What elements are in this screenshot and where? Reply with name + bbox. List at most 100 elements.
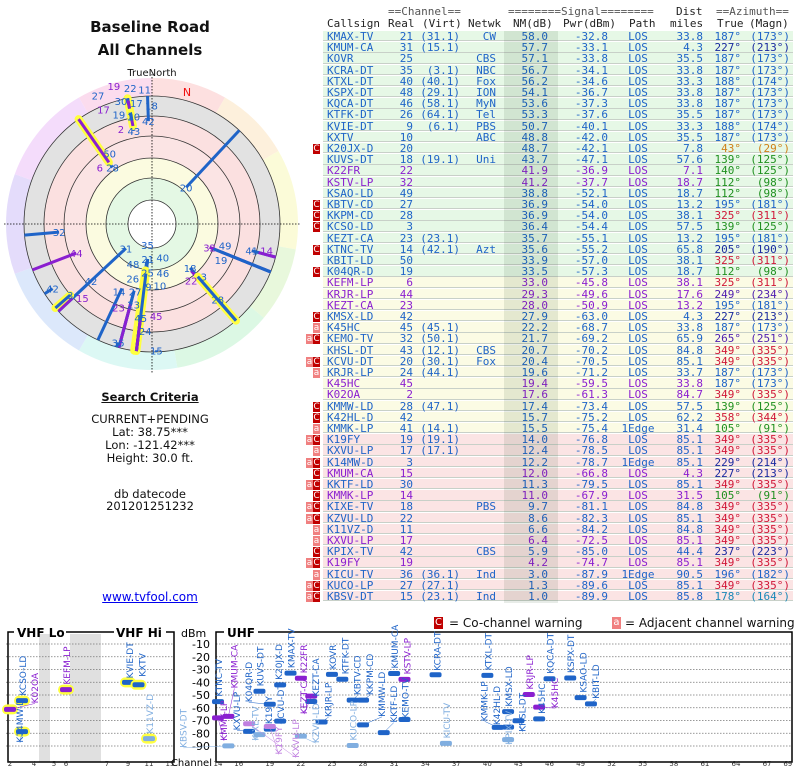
x-tick-label: 13 xyxy=(166,760,175,768)
station-row[interactable]: KEZT-CA 23 (23.1) 35.7 -55.1 LOS 13.2 195° (181°… xyxy=(0,232,800,244)
bearing-channel-label: 35 xyxy=(141,241,154,252)
station-row[interactable]: K22FR 22 41.9 -36.9 LOS 7.1 140° (125°) xyxy=(0,165,800,177)
bearing-channel-label: 28 xyxy=(211,296,224,307)
row-background xyxy=(323,557,793,568)
station-row[interactable]: a C KZVU-LD 22 8.6 -82.3 LOS 85.1 349° (335°) xyxy=(0,512,800,524)
x-tick-label: 16 xyxy=(234,760,243,768)
station-row[interactable]: a KXVU-LP 17 (17.1) 12.4 -78.5 LOS 85.1 349° (335… xyxy=(0,445,800,457)
path: LOS xyxy=(628,321,648,335)
station-row[interactable]: KQCA-DT 46 (58.1) MyN 53.6 -37.3 LOS 33.8 187° (1… xyxy=(0,98,800,109)
tvfool-link[interactable]: www.tvfool.com xyxy=(102,590,198,604)
station-row[interactable]: KEFM-LP 6 33.0 -45.8 LOS 38.1 325° (311°) xyxy=(0,276,800,290)
station-row[interactable]: C KPIX-TV 42 CBS 5.9 -85.0 LOS 44.4 237° (223°) xyxy=(0,546,800,557)
station-row[interactable]: K45HC 45 19.4 -59.5 LOS 33.8 187° (173°) xyxy=(0,378,800,389)
station-bearing-line xyxy=(57,297,74,313)
station-row[interactable]: a KICU-TV 36 (36.1) Ind 3.0 -87.9 1Edge 90.5 196°… xyxy=(0,567,800,581)
bearing-channel-label: 36 xyxy=(112,338,125,349)
station-row[interactable]: KSAO-LD 49 38.8 -52.1 LOS 18.7 112° (98°) xyxy=(0,188,800,199)
real-channel: 30 xyxy=(399,478,413,491)
station-row[interactable]: KVIE-DT 9 (6.1) PBS 50.7 -40.1 LOS 33.3 188° (174… xyxy=(0,119,800,133)
station-bearing-line xyxy=(220,250,272,274)
station-row[interactable]: a C KIXE-TV 18 PBS 9.7 -81.1 LOS 84.8 349° (335°) xyxy=(0,500,800,514)
station-row[interactable]: C KMUM-CA 15 12.0 -66.8 LOS 4.3 227° (213°) xyxy=(0,468,800,479)
station-row[interactable]: KMAX-TV 21 (31.1) CW 58.0 -32.8 LOS 33.8 187° (17… xyxy=(0,31,800,42)
nm-db: 6.6 xyxy=(528,522,548,536)
station-row[interactable]: KSTV-LP 32 41.2 -37.7 LOS 18.7 112° (98°) xyxy=(0,175,800,189)
header-magn: (Magn) xyxy=(749,17,789,30)
x-tick-label: 55 xyxy=(638,760,647,768)
station-signal-bar xyxy=(533,704,546,710)
station-row[interactable]: C KTNC-TV 14 (42.1) Azt 35.6 -55.2 LOS 65.8 205° (… xyxy=(0,244,800,255)
station-row[interactable]: a KMMK-LP 41 (14.1) 15.5 -75.4 1Edge 31.4 105° (9… xyxy=(0,423,800,434)
azimuth-magnetic: (335°) xyxy=(750,578,790,592)
x-tick-label: 7 xyxy=(105,760,109,768)
callsign: KVIE-DT xyxy=(327,119,374,133)
station-row[interactable]: C K42HL-D 42 15.7 -75.2 LOS 62.2 358° (344°) xyxy=(0,412,800,423)
row-background xyxy=(323,467,793,479)
distance: 33.8 xyxy=(676,377,704,391)
nm-db: 36.9 xyxy=(521,209,549,223)
power-dbm: -33.8 xyxy=(574,52,608,66)
azimuth-magnetic: (213°) xyxy=(750,310,790,323)
power-dbm: -45.8 xyxy=(574,276,608,290)
station-row[interactable]: KMUM-CA 31 (15.1) 57.7 -33.1 LOS 4.3 227° (213°) xyxy=(0,42,800,53)
nm-db: 20.7 xyxy=(521,343,549,357)
station-row[interactable]: C KKPM-CD 28 36.9 -54.0 LOS 38.1 325° (311°) xyxy=(0,210,800,221)
network: Fox xyxy=(476,354,496,368)
station-row[interactable]: KRJR-LP 44 29.3 -49.6 LOS 17.6 249° (234°) xyxy=(0,287,800,301)
station-row[interactable]: a KRJR-LP 24 (44.1) 19.6 -71.2 LOS 33.7 187° (173… xyxy=(0,367,800,378)
station-row[interactable]: KBIT-LD 50 33.9 -57.0 LOS 38.1 325° (311°) xyxy=(0,255,800,266)
station-row[interactable]: KHSL-DT 43 (12.1) CBS 20.7 -70.2 LOS 84.8 349° (3… xyxy=(0,343,800,357)
real-channel: 46 xyxy=(399,97,413,111)
callsign: KTFK-DT xyxy=(327,108,374,122)
station-row[interactable]: a C KUCO-LP 27 (27.1) 1.3 -89.6 LOS 85.1 349° (335… xyxy=(0,580,800,591)
azimuth-true: 229° xyxy=(714,455,742,469)
path: LOS xyxy=(628,242,648,256)
distance: 33.8 xyxy=(676,63,704,77)
station-row[interactable]: C K20JX-D 20 48.7 -42.1 LOS 7.8 43° (29°) xyxy=(0,143,800,154)
station-row[interactable]: K02OA 2 17.6 -61.3 LOS 84.7 349° (335°) xyxy=(0,389,800,401)
station-row[interactable]: a C K19FY 19 4.2 -74.7 LOS 85.1 349° (335°) xyxy=(0,557,800,569)
station-row[interactable]: C KBTV-CD 27 36.9 -54.0 LOS 13.2 195° (181°) xyxy=(0,199,800,210)
station-row[interactable]: a C KKTF-LD 30 11.3 -79.5 LOS 85.1 349° (335°) xyxy=(0,479,800,490)
station-row[interactable]: a C KCVU-DT 20 (30.1) Fox 20.4 -70.5 LOS 85.1 349°… xyxy=(0,356,800,367)
adjacent-warning-icon: a xyxy=(313,424,320,434)
distance: 33.8 xyxy=(676,30,704,43)
station-row[interactable]: KTXL-DT 40 (40.1) Fox 56.2 -34.6 LOS 33.3 188° (1… xyxy=(0,76,800,87)
power-dbm: -70.2 xyxy=(574,343,608,357)
station-row[interactable]: a C K14MW-D 3 12.2 -78.7 1Edge 85.1 229° (214°) xyxy=(0,455,800,469)
station-row[interactable]: a C K19FY 19 (19.1) 14.0 -76.8 LOS 85.1 349° (335°… xyxy=(0,434,800,445)
station-row[interactable]: KUVS-DT 18 (19.1) Uni 43.7 -47.1 LOS 57.6 139° (1… xyxy=(0,154,800,165)
station-row[interactable]: KSPX-DT 48 (29.1) ION 54.1 -36.7 LOS 33.8 187° (1… xyxy=(0,87,800,98)
path: LOS xyxy=(628,310,648,323)
station-row[interactable]: a K11VZ-D 11 6.6 -84.2 LOS 84.8 349° (335°) xyxy=(0,524,800,535)
callsign: KIXE-TV xyxy=(327,500,374,514)
station-row[interactable]: C KCSO-LD 3 36.4 -54.4 LOS 57.5 139° (125°) xyxy=(0,221,800,233)
distance: 35.5 xyxy=(676,108,704,122)
station-row[interactable]: KXTV 10 ABC 48.8 -42.0 LOS 35.5 187° (173°) xyxy=(0,132,800,143)
station-row[interactable]: KEZT-CA 23 28.0 -50.9 LOS 13.2 195° (181°) xyxy=(0,300,800,311)
station-row[interactable]: C K04QR-D 19 33.5 -57.3 LOS 18.7 112° (98°) xyxy=(0,266,800,277)
row-background xyxy=(323,131,793,143)
vhf-frame xyxy=(7,631,175,763)
station-row[interactable]: KTFK-DT 26 (64.1) Tel 53.3 -37.6 LOS 35.5 187° (1… xyxy=(0,108,800,122)
station-row[interactable]: a KXVU-LP 17 6.4 -72.5 LOS 85.1 349° (335°) xyxy=(0,535,800,546)
x-tick-label: 31 xyxy=(390,760,399,768)
station-row[interactable]: C KMSX-LD 42 27.9 -63.0 LOS 4.3 227° (213°) xyxy=(0,311,800,322)
path: LOS xyxy=(628,175,648,189)
virtual-channel: (36.1) xyxy=(420,567,460,581)
station-row[interactable]: C KMMK-LP 14 11.0 -67.9 LOS 31.5 105° (91°) xyxy=(0,490,800,501)
station-row[interactable]: a C KBSV-DT 15 (23.1) Ind 1.0 -89.9 LOS 85.8 178° (… xyxy=(0,591,800,602)
station-bar-label: KBSV-DT xyxy=(179,708,189,747)
station-row[interactable]: a K45HC 45 (45.1) 22.2 -68.7 LOS 33.8 187° (173°) xyxy=(0,322,800,333)
co-channel-warning-icon: C xyxy=(313,547,320,558)
station-row[interactable]: KOVR 25 CBS 57.1 -33.8 LOS 35.5 187° (173°) xyxy=(0,52,800,66)
station-row[interactable]: a C KEMO-TV 32 (50.1) 21.7 -69.2 LOS 65.9 265° (25… xyxy=(0,333,800,345)
azimuth-magnetic: (98°) xyxy=(756,265,790,279)
azimuth-magnetic: (190°) xyxy=(750,242,790,256)
azimuth-true: 227° xyxy=(714,41,742,55)
azimuth-true: 249° xyxy=(714,287,742,301)
station-bar-label: K19FY xyxy=(265,696,275,725)
station-row[interactable]: KCRA-DT 35 (3.1) NBC 56.7 -34.1 LOS 33.8 187° (17… xyxy=(0,63,800,77)
station-row[interactable]: C KMMW-LD 28 (47.1) 17.4 -73.4 LOS 57.5 139° (125… xyxy=(0,400,800,412)
